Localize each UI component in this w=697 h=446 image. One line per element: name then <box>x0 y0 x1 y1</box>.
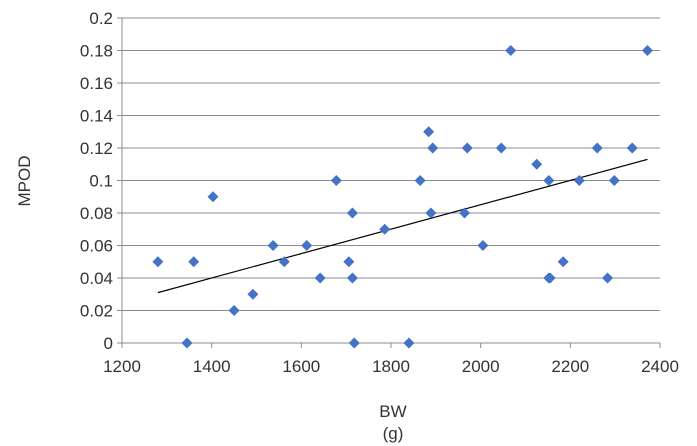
data-point <box>152 256 164 268</box>
axes <box>117 17 661 348</box>
data-points <box>152 45 653 349</box>
x-tick-label: 1600 <box>282 357 320 376</box>
data-point <box>425 207 437 219</box>
data-point <box>403 337 415 349</box>
data-point <box>423 126 435 138</box>
x-tick-label: 2200 <box>551 357 589 376</box>
y-axis-title: MPOD <box>15 156 34 207</box>
x-tick-label: 2000 <box>462 357 500 376</box>
x-tick-label: 1400 <box>193 357 231 376</box>
gridlines <box>122 17 660 311</box>
data-point <box>544 272 556 284</box>
y-tick-label: 0.08 <box>80 204 113 223</box>
y-tick-label: 0.04 <box>80 269 113 288</box>
x-axis-title: BW <box>379 402 406 421</box>
data-point <box>278 256 290 268</box>
y-tick-label: 0.06 <box>80 237 113 256</box>
data-point <box>314 272 326 284</box>
data-point <box>414 175 426 186</box>
data-point <box>346 207 358 219</box>
data-point <box>495 142 507 154</box>
x-tick-labels: 1200 1400 1600 1800 2000 2200 2400 <box>103 357 679 376</box>
y-tick-label: 0.16 <box>80 74 113 93</box>
data-point <box>346 272 358 284</box>
data-point <box>348 337 360 349</box>
x-tick-label: 1200 <box>103 357 141 376</box>
data-point <box>330 175 342 186</box>
data-point <box>477 240 489 251</box>
data-point <box>543 175 555 186</box>
y-tick-label: 0.18 <box>80 42 113 61</box>
data-point <box>461 142 473 154</box>
data-point <box>343 256 355 268</box>
y-tick-label: 0 <box>104 334 113 353</box>
data-point <box>557 256 569 268</box>
data-point <box>379 223 391 235</box>
data-point <box>608 175 620 186</box>
x-tick-label: 1800 <box>372 357 410 376</box>
y-tick-label: 0.1 <box>89 172 113 191</box>
x-tick-label: 2400 <box>641 357 679 376</box>
data-point <box>531 158 543 170</box>
trendline <box>157 158 648 294</box>
data-point <box>188 256 200 268</box>
x-axis-unit: (g) <box>383 424 404 443</box>
y-tick-label: 0.02 <box>80 302 113 321</box>
data-point <box>247 288 259 300</box>
y-tick-label: 0.2 <box>89 9 113 28</box>
data-point <box>301 240 313 251</box>
data-point <box>641 45 653 56</box>
data-point <box>505 45 517 56</box>
y-tick-label: 0.12 <box>80 139 113 158</box>
data-point <box>181 337 193 349</box>
y-tick-labels: 0 0.02 0.04 0.06 0.08 0.1 0.12 0.14 0.16 0.18 0.2 <box>80 9 113 353</box>
data-point <box>228 305 240 316</box>
data-point <box>602 272 614 284</box>
data-point <box>591 142 603 154</box>
data-point <box>626 142 638 154</box>
trendline-group <box>157 158 648 294</box>
data-point <box>427 142 439 154</box>
data-point <box>267 240 279 251</box>
y-tick-label: 0.14 <box>80 107 113 126</box>
data-point <box>459 207 471 219</box>
data-point <box>573 175 585 186</box>
data-point <box>207 191 219 203</box>
